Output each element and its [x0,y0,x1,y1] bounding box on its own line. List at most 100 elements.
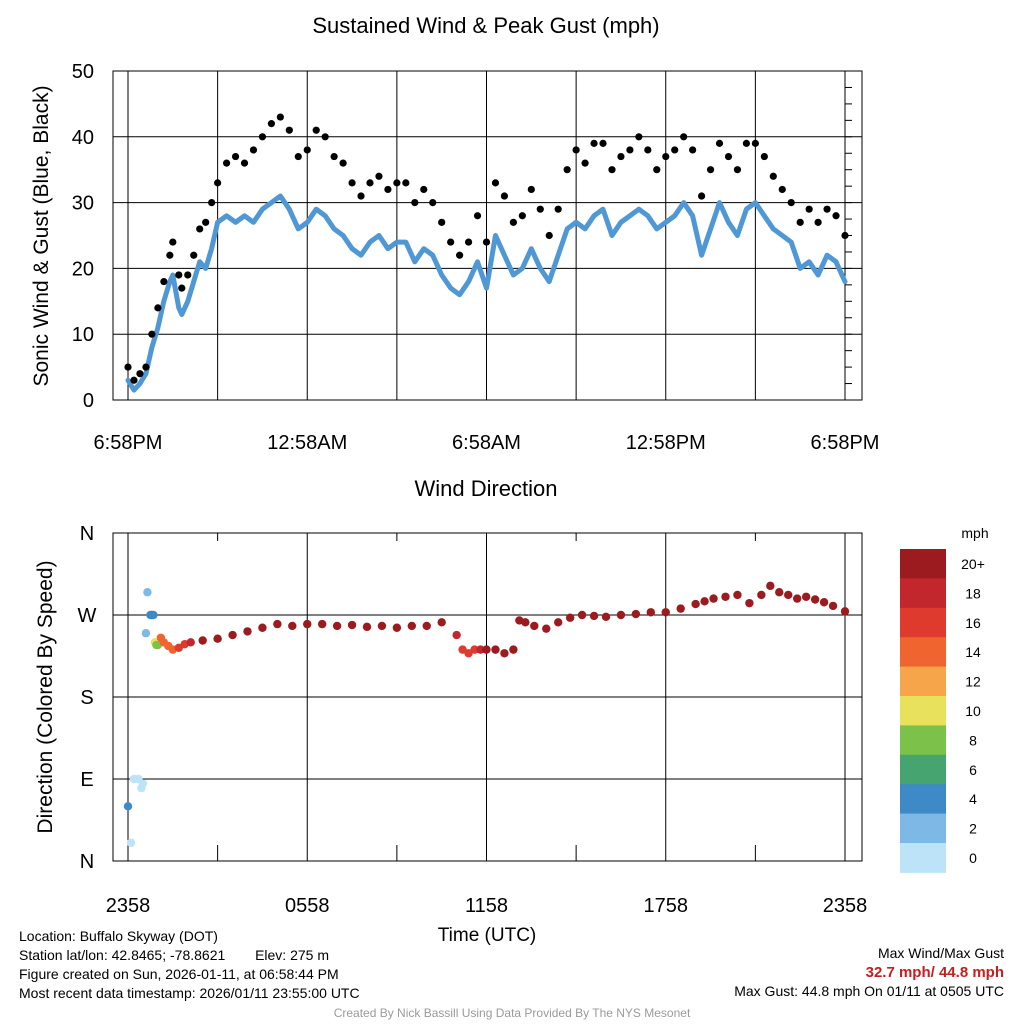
top-xtick-label: 6:58PM [811,432,880,454]
gust-point [190,251,198,259]
gust-point [662,152,670,161]
gust-point [689,146,697,154]
gust-point [393,179,401,187]
gust-point [581,159,589,167]
max-info: Max Wind/Max Gust 32.7 mph/ 44.8 mph Max… [734,944,1004,1001]
gust-point [814,218,822,226]
gust-point [438,218,446,226]
colorbar-swatch [900,813,946,844]
direction-point [437,618,446,627]
direction-point [521,618,530,627]
gust-point [208,199,216,207]
gust-point [357,192,365,200]
gust-point [823,205,831,213]
bottom-chart-ylabel: Direction (Colored By Speed) [34,560,57,833]
direction-point [452,630,461,640]
gust-point [671,146,679,154]
gust-point [518,212,526,220]
gust-point [178,284,186,292]
gust-point [249,146,258,154]
colorbar-label: 4 [969,791,977,807]
direction-point [661,608,670,617]
direction-point [422,621,431,631]
gust-point [653,166,661,174]
gust-point [330,152,338,161]
direction-point [565,613,575,622]
bottom-chart-series [123,581,850,847]
gust-point [214,179,222,187]
top-xtick-label: 6:58AM [452,432,521,454]
gust-point [267,120,275,128]
direction-point [631,609,641,619]
direction-point [347,620,357,630]
colorbar-swatch [900,754,946,785]
gust-point [169,238,177,246]
gust-point [196,225,204,233]
gust-point [303,146,311,154]
direction-point [213,634,222,643]
gust-point [321,133,329,141]
gust-point [464,238,473,246]
top-ytick-label: 20 [72,258,94,280]
colorbar-swatch [900,607,946,638]
bottom-xtick-label: 1758 [644,895,689,917]
gust-point [142,363,150,371]
direction-point [691,599,700,609]
direction-point [258,623,267,632]
station-info: Location: Buffalo Skyway (DOT) Station l… [19,927,360,1003]
station-latlon-line: Station lat/lon: 42.8465; -78.8621 Elev:… [19,946,360,965]
bottom-y-ticks: N E S W N [78,523,97,873]
direction-point [810,595,820,604]
direction-point [392,623,402,632]
bottom-xtick-label: 0558 [285,895,330,917]
max-gust-note: Max Gust: 44.8 mph On 01/11 at 0505 UTC [734,983,1004,999]
gust-point [447,238,455,246]
max-title: Max Wind/Max Gust [877,945,1004,961]
top-chart-grid [113,70,862,400]
sustained-gust-chart: Sustained Wind & Peak Gust (mph) 0 10 20 30… [30,13,879,454]
gust-point [751,139,759,147]
gust-point [760,152,768,161]
colorbar-swatch [900,843,946,873]
location-text: Location: Buffalo Skyway (DOT) [19,928,218,944]
gust-point [124,363,132,371]
gust-point [572,146,580,154]
colorbar-label: 0 [969,850,977,866]
recent-text: Most recent data timestamp: 2026/01/11 2… [19,985,360,1001]
direction-point [589,611,599,621]
direction-point [470,645,479,654]
colorbar-label: 18 [965,585,981,601]
gust-point [635,133,643,141]
top-xtick-label: 12:58PM [626,432,706,454]
gust-point [420,185,428,194]
gust-point [778,185,786,194]
direction-point [745,598,754,608]
direction-point [317,619,327,629]
direction-point [243,627,252,636]
gust-point [429,199,437,207]
gust-point [706,166,715,174]
colorbar-swatch [900,578,946,609]
top-ytick-label: 40 [72,127,94,149]
direction-point [840,607,850,616]
direction-point [676,604,685,613]
direction-point [138,779,148,788]
gust-point [160,277,168,286]
direction-point [198,636,207,645]
colorbar-label: 10 [965,703,981,719]
max-values: 32.7 mph/ 44.8 mph [865,964,1004,981]
gust-point [202,218,210,226]
gust-point [136,370,144,378]
direction-point [775,588,784,597]
direction-point [288,621,297,631]
gust-point [456,251,464,259]
colorbar-label: 2 [969,821,977,837]
gust-point [644,146,652,154]
gust-point [599,139,607,147]
direction-point [500,649,509,658]
gust-point [590,139,598,147]
direction-point [377,621,387,631]
bottom-ytick-label: E [80,769,93,791]
